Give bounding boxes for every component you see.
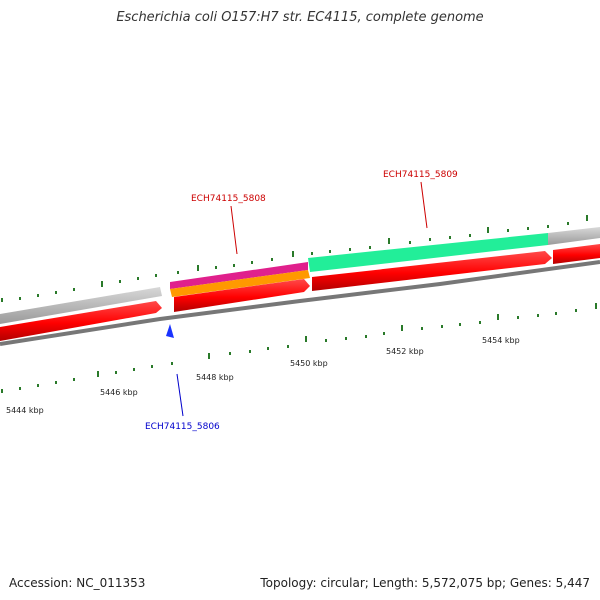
cds-arrow-3[interactable] [312, 251, 552, 291]
pink-feature [170, 262, 308, 289]
reverse-gene-marker[interactable] [166, 324, 174, 338]
kbp-label-5444: 5444 kbp [6, 406, 44, 415]
kbp-label-5452: 5452 kbp [386, 347, 424, 356]
cds-arrow-1[interactable] [0, 301, 162, 341]
leader-line-5806 [176, 373, 184, 417]
upper-tick-marks [1, 215, 588, 302]
kbp-label-5446: 5446 kbp [100, 388, 138, 397]
cds-arrow-2[interactable] [174, 279, 310, 312]
gene-label-5809[interactable]: ECH74115_5809 [383, 170, 458, 180]
kbp-label-5448: 5448 kbp [196, 373, 234, 382]
accession-text: Accession: NC_011353 [9, 576, 146, 590]
gray-track-left [0, 287, 162, 324]
map-title: Escherichia coli O157:H7 str. EC4115, co… [116, 10, 484, 25]
kbp-label-5454: 5454 kbp [482, 336, 520, 345]
leader-line-5809 [420, 181, 428, 229]
leader-line-5808 [230, 205, 238, 255]
gene-label-5808[interactable]: ECH74115_5808 [191, 194, 266, 204]
cds-arrow-4[interactable] [553, 244, 600, 264]
lower-tick-marks [1, 303, 597, 393]
backbone-line [0, 260, 600, 346]
kbp-label-5450: 5450 kbp [290, 359, 328, 368]
gene-label-5806[interactable]: ECH74115_5806 [145, 422, 220, 432]
orange-feature [170, 270, 310, 297]
teal-feature [308, 233, 548, 272]
gray-track-right [548, 227, 600, 245]
genome-summary-text: Topology: circular; Length: 5,572,075 bp… [260, 576, 590, 590]
